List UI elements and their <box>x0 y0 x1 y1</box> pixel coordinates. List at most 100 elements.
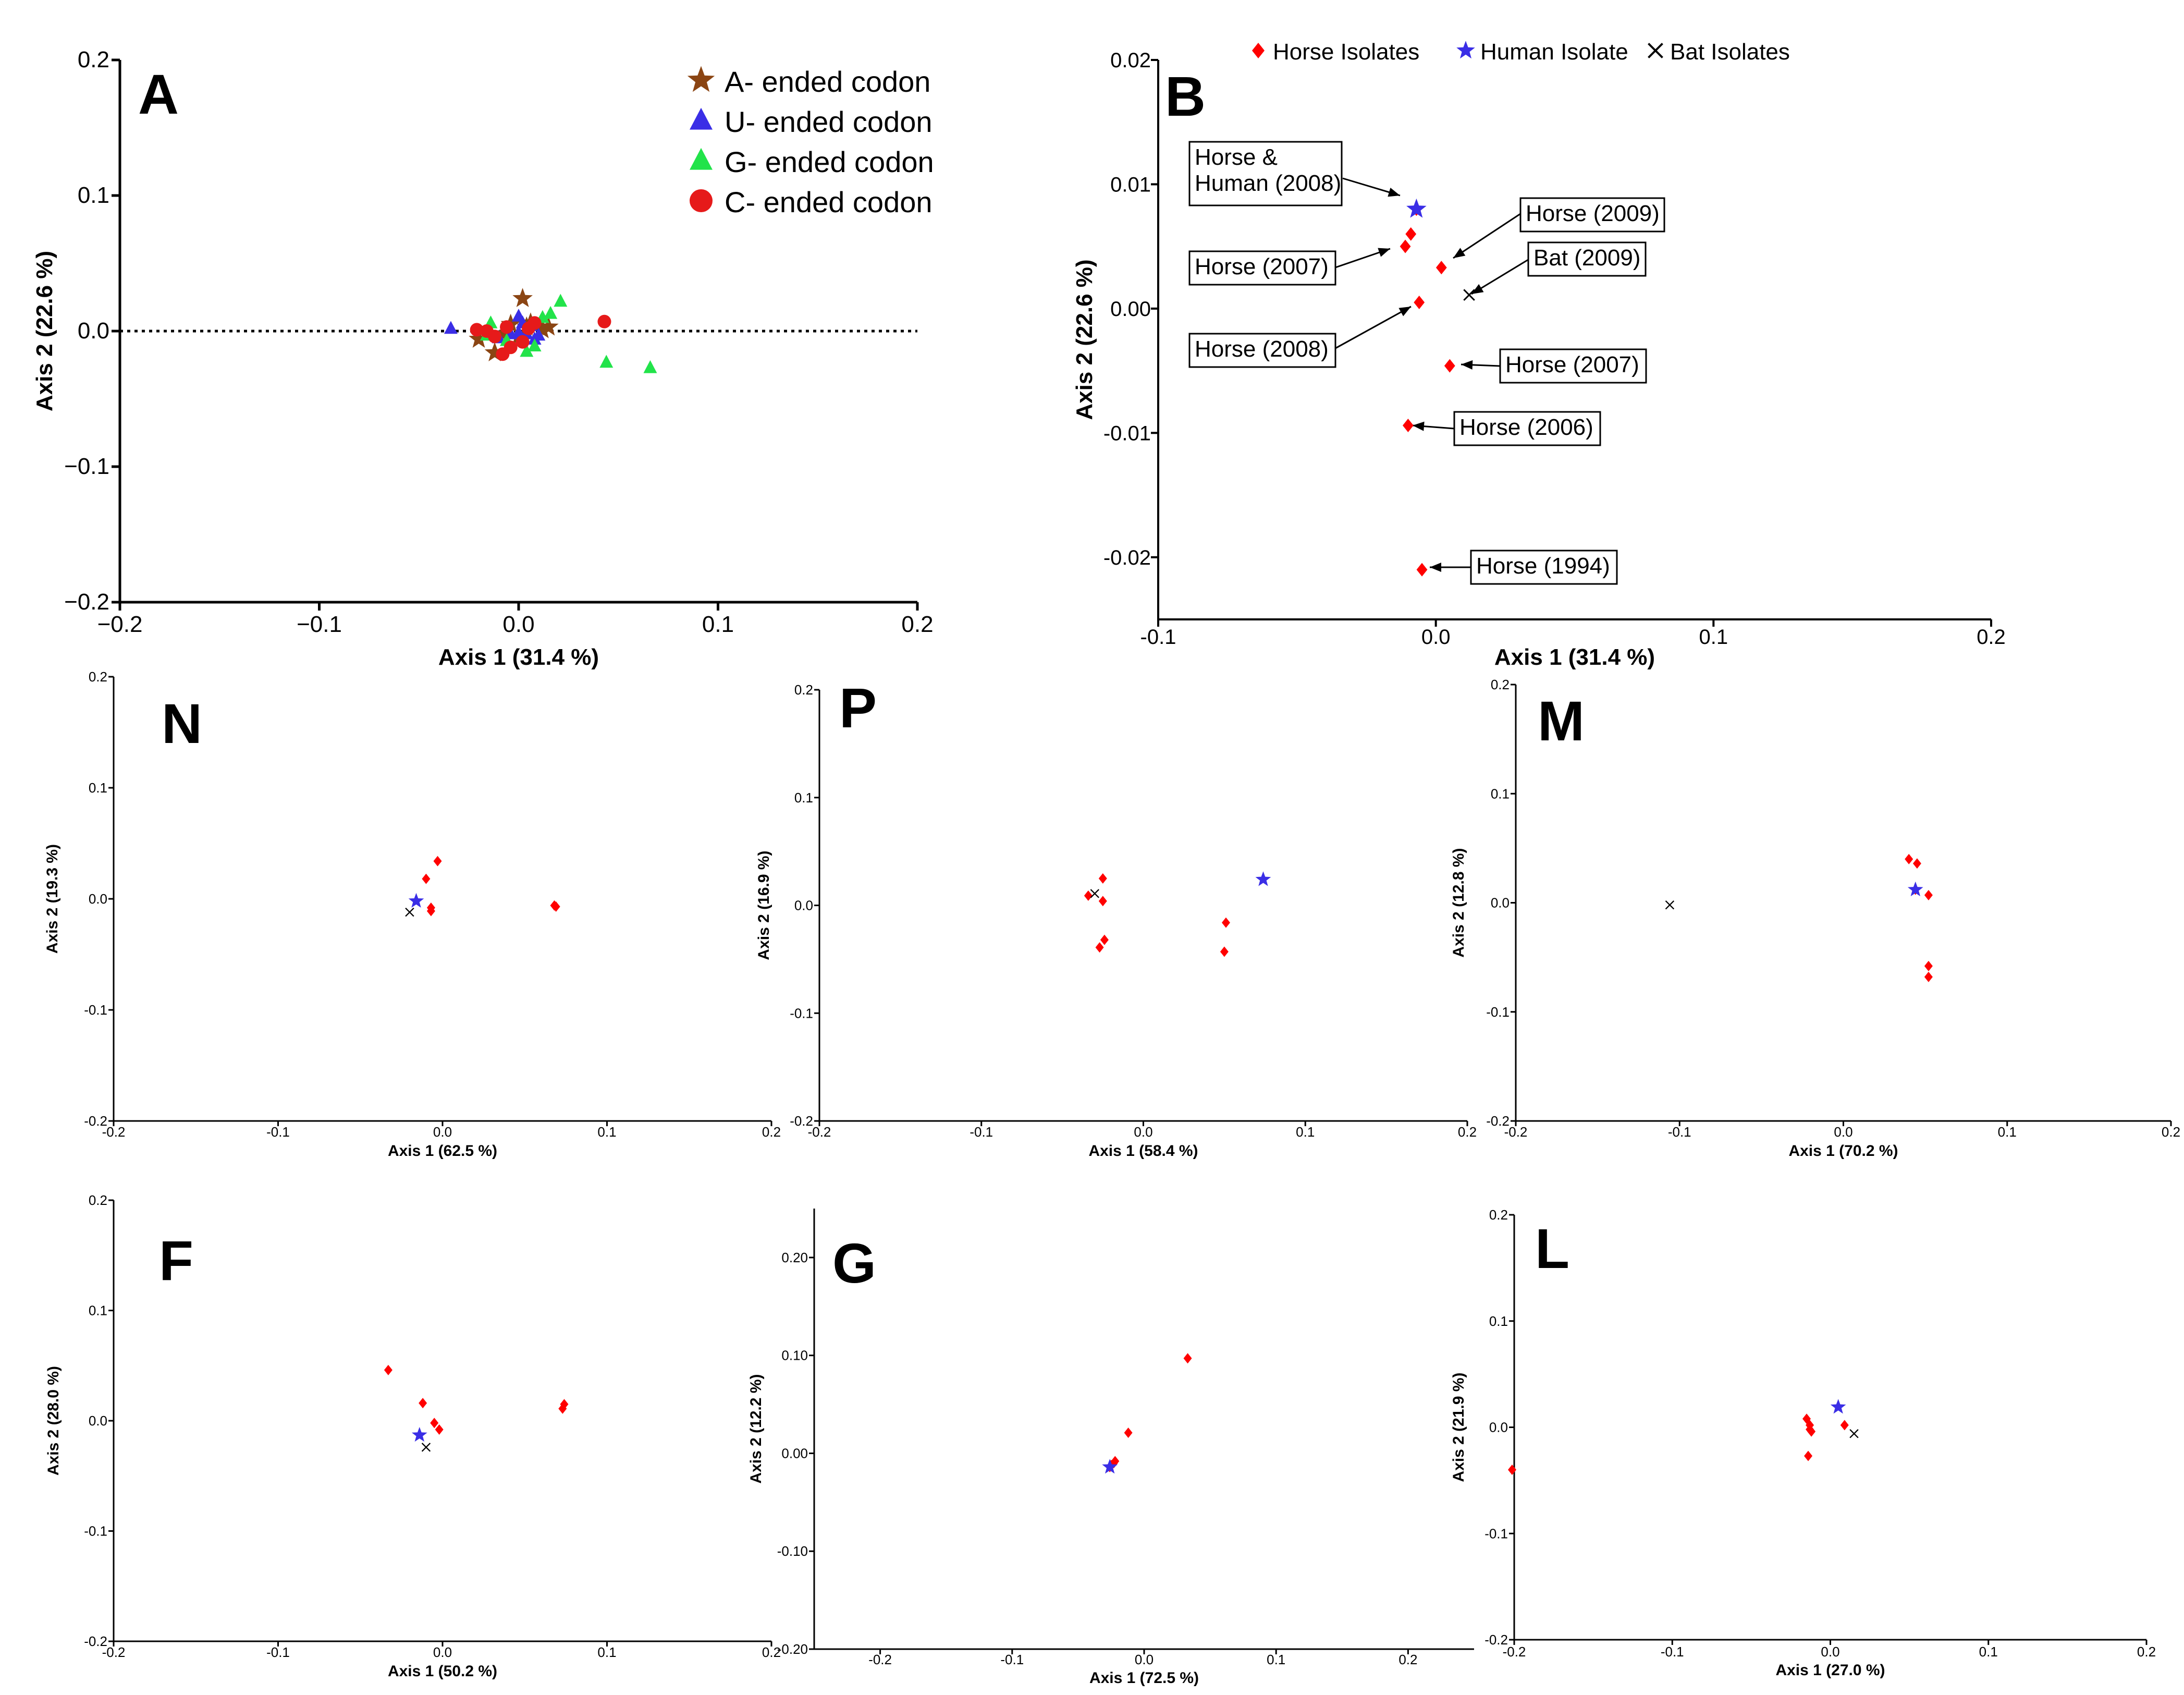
y-tick-label: -0.1 <box>790 1005 813 1021</box>
series-human-isolate <box>1255 871 1271 886</box>
data-point <box>408 893 424 908</box>
data-point <box>1840 1420 1849 1431</box>
y-tick-label: 0.02 <box>1110 49 1151 72</box>
y-tick-label: 0.0 <box>794 898 813 913</box>
x-tick-label: -0.2 <box>102 1124 126 1140</box>
data-point <box>1665 900 1675 910</box>
x-tick-label: 0.2 <box>1977 626 2006 649</box>
x-tick-label: -0.2 <box>808 1124 831 1140</box>
panel-f: -0.2 -0.1 0.0 0.1 0.2 -0.2 -0.1 0.0 0.1 0.2 Axis 1… <box>45 1192 781 1680</box>
callout-3: Horse (2007) <box>1188 248 1391 286</box>
y-tick-label: -0.20 <box>777 1641 808 1657</box>
x-tick-label: 0.0 <box>1421 626 1451 649</box>
x-tick-label: 0.1 <box>597 1644 616 1660</box>
data-point <box>484 342 505 361</box>
y-tick-label: 0.0 <box>1491 895 1510 911</box>
x-tick-label: -0.1 <box>1000 1652 1024 1667</box>
data-point <box>551 901 560 912</box>
x-axis-title: Axis 1 (50.2 %) <box>388 1663 497 1680</box>
y-axis-title: Axis 2 (19.3 %) <box>44 844 61 954</box>
legend-marker <box>687 66 715 92</box>
x-tick-label: −0.2 <box>97 612 143 637</box>
x-tick-label: 0.1 <box>1267 1652 1285 1667</box>
y-tick-label: 0.2 <box>1491 677 1510 692</box>
series-horse-isolates <box>1905 853 1933 982</box>
legend-label: Human Isolate <box>1480 39 1628 65</box>
data-point <box>1255 871 1271 886</box>
y-axis-title: Axis 2 (22.6 %) <box>1072 259 1097 420</box>
callout-text: Horse (2006) <box>1459 414 1593 440</box>
x-axis-title: Axis 1 (27.0 %) <box>1775 1662 1885 1679</box>
series-bat-isolates <box>405 907 414 917</box>
series-bat-isolates <box>1849 1429 1859 1438</box>
legend-marker <box>1648 43 1663 58</box>
data-point <box>1403 419 1414 433</box>
data-point <box>1804 1450 1813 1461</box>
x-tick-label: 0.2 <box>2162 1124 2180 1140</box>
data-point <box>426 906 435 917</box>
y-tick-label: 0.1 <box>1489 1313 1508 1329</box>
x-axis-title: Axis 1 (31.4 %) <box>438 644 599 670</box>
x-tick-label: -0.1 <box>266 1124 290 1140</box>
callout-box <box>1188 333 1336 368</box>
callout-text: Bat (2009) <box>1533 245 1640 271</box>
data-point <box>532 319 553 338</box>
series-bat-isolates <box>1665 900 1675 910</box>
x-tick-label: 0.0 <box>433 1124 452 1140</box>
series-human-isolate <box>1406 198 1427 218</box>
data-point <box>1400 239 1411 253</box>
legend: A- ended codon U- ended codon G- ended cod… <box>687 65 934 218</box>
callout-arrow-head <box>1413 421 1425 431</box>
data-point <box>1084 890 1093 901</box>
data-point <box>1124 1428 1133 1438</box>
data-point <box>520 344 534 357</box>
data-point <box>444 321 458 334</box>
callout-4: Horse (2008) <box>1188 306 1412 368</box>
data-point <box>504 340 518 355</box>
data-point <box>435 1424 444 1435</box>
series-horse-isolates <box>1106 1353 1192 1472</box>
y-tick-label: -0.1 <box>84 1002 107 1018</box>
legend-marker <box>690 189 713 212</box>
data-point <box>643 360 657 373</box>
y-tick-label: 0.1 <box>89 1303 107 1319</box>
callout-0: Horse &Human (2008) <box>1188 141 1401 206</box>
data-point <box>544 306 558 319</box>
data-point <box>1830 1399 1846 1414</box>
y-tick-label: -0.2 <box>84 1113 107 1129</box>
y-tick-label: 0.0 <box>78 318 109 344</box>
data-point <box>597 314 611 328</box>
x-tick-label: 0.2 <box>762 1124 781 1140</box>
callout-1: Horse (2009) <box>1453 197 1665 259</box>
y-tick-label: -0.1 <box>1486 1004 1510 1020</box>
series-human-isolate <box>1102 1459 1118 1474</box>
data-point <box>493 323 513 343</box>
data-point <box>516 335 530 349</box>
data-point <box>1849 1429 1859 1438</box>
callout-2: Bat (2009) <box>1471 241 1647 295</box>
x-tick-label: -0.2 <box>102 1644 126 1660</box>
data-point <box>538 316 559 336</box>
y-tick-label: 0.1 <box>89 780 107 796</box>
y-tick-label: 0.0 <box>89 891 107 907</box>
y-tick-label: 0.1 <box>794 790 813 806</box>
x-tick-label: 0.2 <box>1458 1124 1477 1140</box>
y-tick-label: 0.2 <box>89 669 107 685</box>
data-point <box>421 1443 431 1452</box>
y-tick-label: 0.2 <box>78 47 109 72</box>
x-tick-label: -0.1 <box>1140 626 1176 649</box>
y-axis-title: Axis 2 (22.6 %) <box>32 251 57 411</box>
data-point <box>512 288 533 307</box>
series-bat-isolates <box>1463 289 1475 301</box>
panel-label: G <box>832 1231 876 1295</box>
x-tick-label: 0.1 <box>1998 1124 2017 1140</box>
data-point <box>480 324 494 338</box>
panel-label: A <box>138 63 179 126</box>
panel-label: N <box>162 692 202 755</box>
data-point <box>527 338 542 351</box>
y-tick-label: -0.2 <box>1484 1632 1508 1648</box>
legend-label: Bat Isolates <box>1670 39 1790 65</box>
panel-label: F <box>159 1229 193 1292</box>
data-point <box>422 873 431 884</box>
data-point <box>419 1398 427 1409</box>
